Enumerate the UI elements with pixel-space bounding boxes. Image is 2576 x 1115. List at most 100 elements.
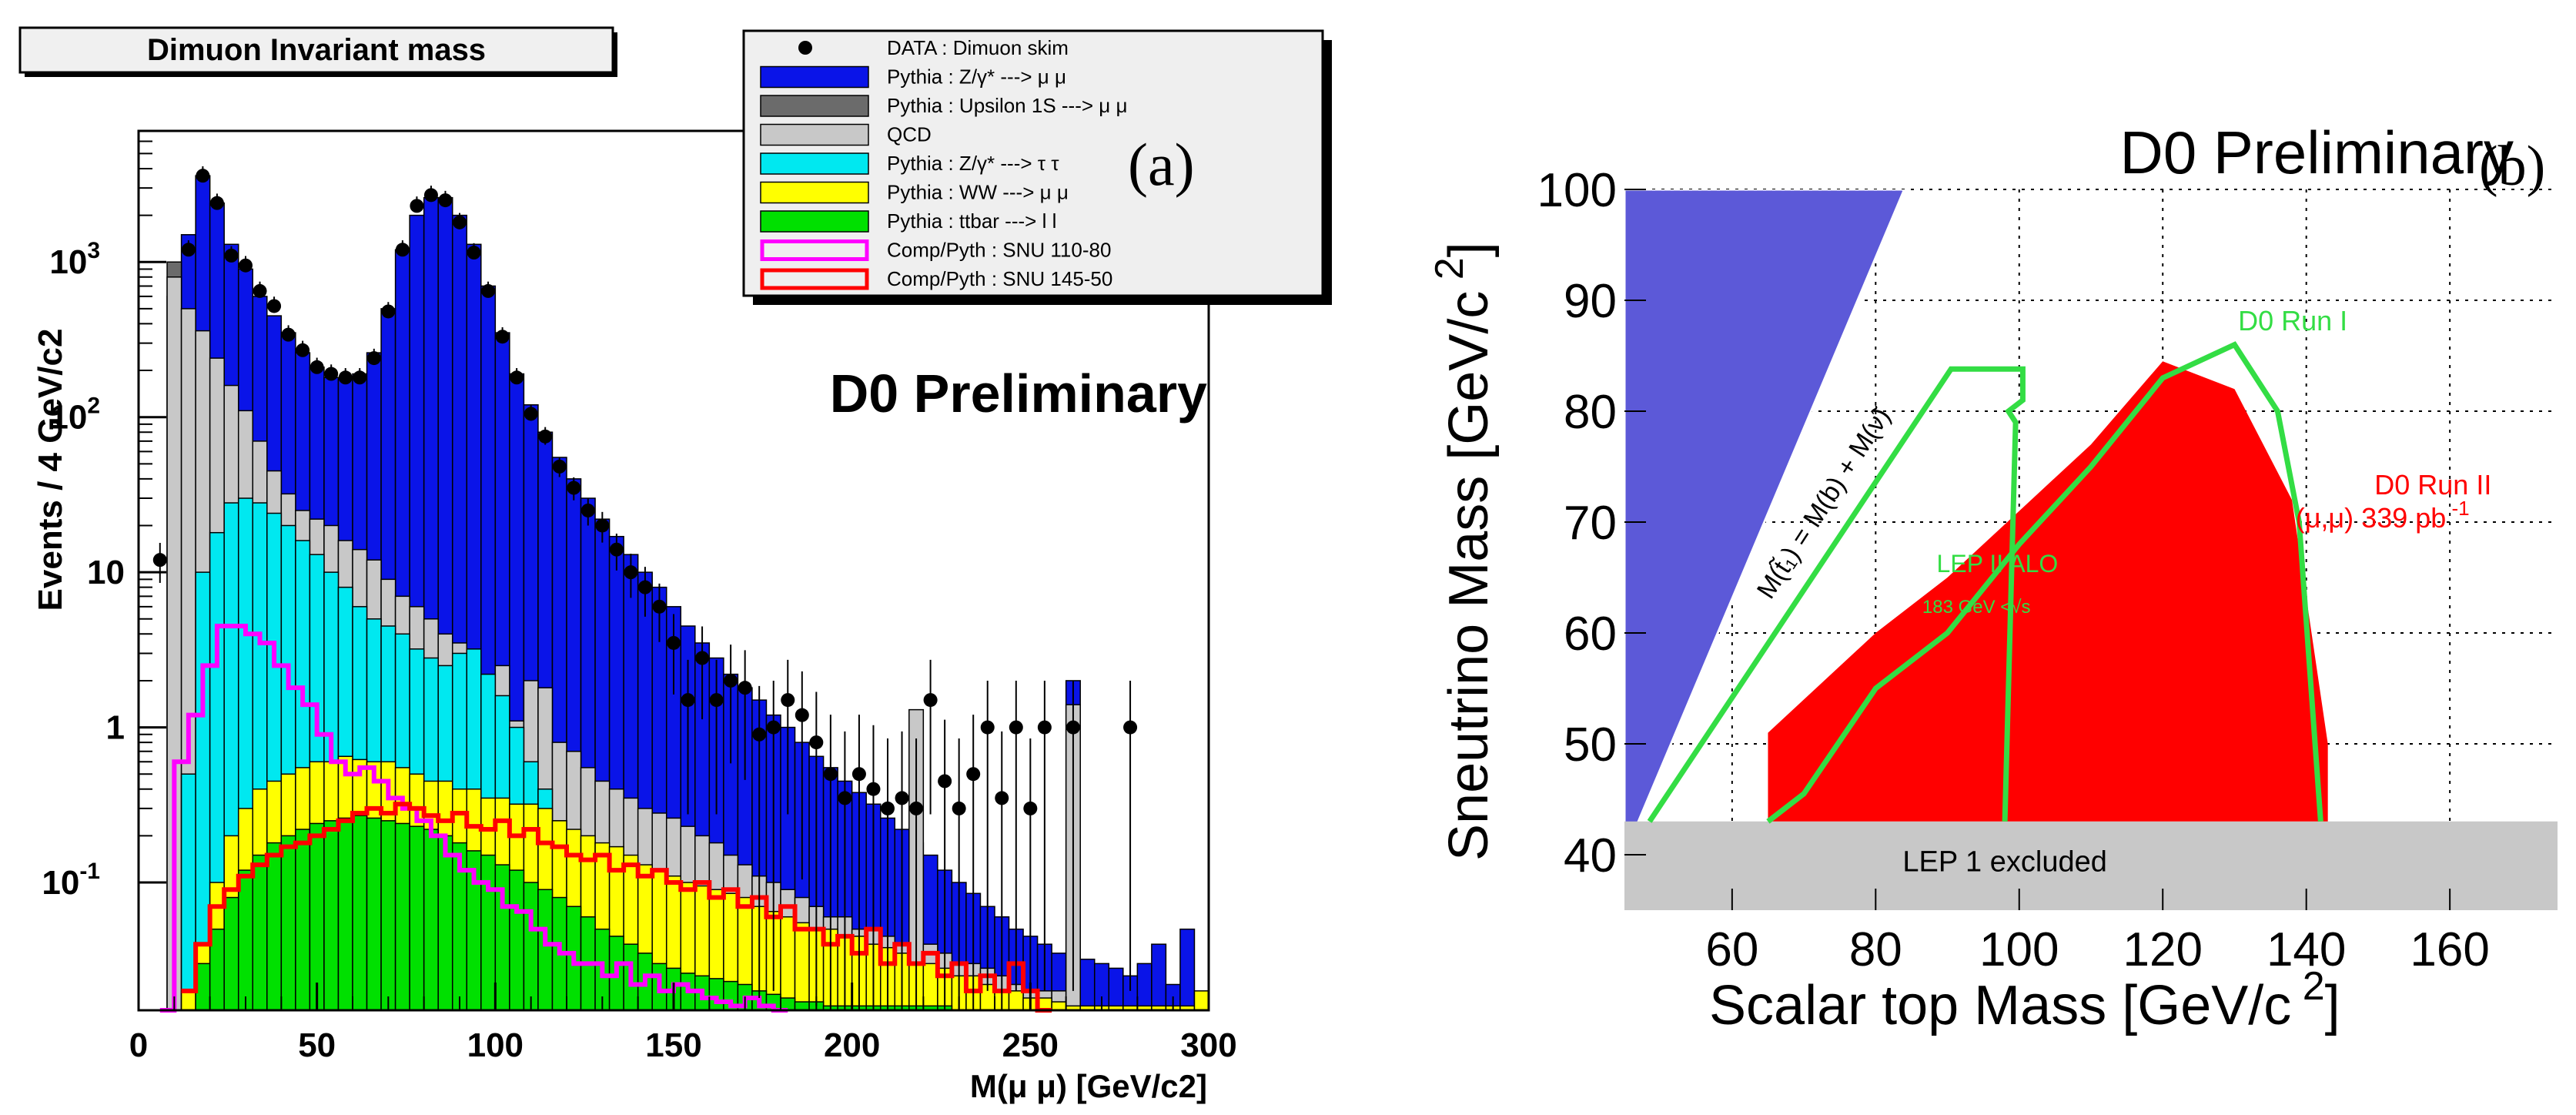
data-point xyxy=(253,283,267,298)
data-point xyxy=(609,542,624,557)
x-tick-label: 100 xyxy=(467,1026,524,1064)
legend-marker xyxy=(798,41,812,55)
legend-label: Pythia : ttbar ---> l l xyxy=(887,209,1056,233)
data-point xyxy=(709,693,724,708)
data-point xyxy=(538,429,553,444)
lep2-label: LEP II ALO xyxy=(1937,550,2059,578)
data-point xyxy=(952,801,966,815)
data-point xyxy=(724,673,738,688)
data-point xyxy=(851,767,866,782)
data-point xyxy=(567,480,581,495)
legend-swatch xyxy=(760,123,869,146)
panel-a-label: (a) xyxy=(1128,131,1195,198)
run2-luminosity-label: (μ,μ) 339 pb -1 xyxy=(2296,497,2470,534)
curve-d0-run-i xyxy=(1766,341,2323,824)
histogram-bar xyxy=(309,822,325,1011)
panel-b-regions xyxy=(1624,189,2558,910)
x-tick-label: 160 xyxy=(2410,923,2489,976)
data-point xyxy=(366,351,381,366)
data-point xyxy=(637,580,652,594)
x-tick-label: 150 xyxy=(645,1026,701,1064)
data-point xyxy=(1009,720,1023,735)
legend-swatch xyxy=(760,239,869,261)
legend-label: Comp/Pyth : SNU 110-80 xyxy=(887,239,1111,262)
region-kinematic-limit xyxy=(1624,189,1906,856)
lep2-energy-label: 183 GeV <√s xyxy=(1922,597,2031,618)
data-point xyxy=(196,169,210,183)
legend-swatch xyxy=(760,65,869,89)
y-tick-label: 10-1 xyxy=(42,859,100,902)
histogram-bar xyxy=(223,896,239,1011)
data-point xyxy=(781,693,795,708)
y-tick-label: 10 xyxy=(87,554,125,591)
panel-a-watermark: D0 Preliminary xyxy=(830,363,1207,424)
legend-swatch xyxy=(760,152,869,175)
data-point xyxy=(1123,720,1138,735)
signal-line-snu-110-80 xyxy=(159,623,788,1013)
panel-a-signal-lines xyxy=(159,623,1052,1013)
histogram-bar xyxy=(1151,943,1167,1011)
x-tick-label: 140 xyxy=(2267,923,2346,976)
histogram-bar xyxy=(352,815,368,1011)
signal-line-snu-145-50 xyxy=(181,802,1052,1013)
data-point xyxy=(866,782,881,796)
x-tick-label: 300 xyxy=(1180,1026,1236,1064)
histogram-bar xyxy=(366,817,382,1011)
data-point xyxy=(338,370,353,385)
panel-b-curves xyxy=(1647,341,2323,824)
histogram-bar xyxy=(1179,928,1196,1011)
panel-b-stop-sneutrino: 60 80 100 120 140 160 40 50 60 70 80 90 100 D0 Preli… xyxy=(1427,119,2558,1036)
histogram-bar xyxy=(409,825,425,1011)
data-point xyxy=(1023,801,1038,815)
data-point xyxy=(795,708,809,722)
panel-b-xlabel: Scalar top Mass [GeV/c 2] xyxy=(1709,964,2340,1036)
panel-b-title: D0 Preliminary xyxy=(2120,119,2514,186)
curve-lep-ii-alo xyxy=(1647,366,2026,823)
data-point xyxy=(152,553,167,568)
data-point xyxy=(695,651,710,665)
data-point xyxy=(552,459,567,474)
x-tick-label: 80 xyxy=(1849,923,1902,976)
data-point xyxy=(1066,720,1080,735)
panel-b-ylabel: Sneutrino Mass [GeV/c 2] xyxy=(1427,242,1500,861)
panel-a-legend: DATA : Dimuon skim Pythia : Z/γ* ---> μ μ… xyxy=(742,29,1332,305)
histogram-bar xyxy=(337,817,353,1011)
data-point xyxy=(353,370,367,385)
histogram-bar xyxy=(1136,963,1153,1011)
histogram-bar xyxy=(323,820,340,1011)
region-d0-run-ii xyxy=(1768,361,2328,822)
histogram-bar xyxy=(1108,967,1124,1011)
data-point xyxy=(895,791,909,805)
histogram-bar xyxy=(394,822,410,1011)
data-point xyxy=(923,693,938,708)
histogram-bar xyxy=(794,922,810,1011)
data-point xyxy=(510,370,524,385)
data-point xyxy=(239,258,253,273)
y-tick-label: 102 xyxy=(49,393,100,437)
legend-swatch xyxy=(760,268,869,290)
y-tick-label: 1 xyxy=(106,709,125,747)
data-point xyxy=(395,243,410,257)
panel-a-title-box: Dimuon Invariant mass xyxy=(18,26,617,77)
x-tick-label: 50 xyxy=(298,1026,336,1064)
data-point xyxy=(209,196,224,210)
data-point xyxy=(410,199,424,213)
histogram-bar xyxy=(252,854,268,1011)
panel-b-axes: 60 80 100 120 140 160 40 50 60 70 80 90 100 xyxy=(1537,164,2490,976)
histogram-bar xyxy=(380,820,396,1011)
histogram-bar xyxy=(280,835,296,1011)
data-point xyxy=(823,767,838,782)
data-point xyxy=(381,304,396,319)
histogram-bar xyxy=(1079,958,1096,1011)
x-tick-label: 200 xyxy=(824,1026,880,1064)
histogram-bar xyxy=(523,882,539,1011)
panel-a-dimuon: Dimuon Invariant mass 0 50 100 150 200 250 300… xyxy=(18,26,1332,1104)
data-point xyxy=(980,720,995,735)
data-point xyxy=(580,503,595,517)
panel-a-ylabel: Events / 4 GeV/c2 xyxy=(32,329,69,611)
histogram-bar xyxy=(423,829,439,1011)
data-point xyxy=(1037,720,1052,735)
y-tick-label: 40 xyxy=(1564,829,1617,882)
histogram-bar xyxy=(1193,990,1209,1011)
histogram-bar xyxy=(794,1001,810,1011)
